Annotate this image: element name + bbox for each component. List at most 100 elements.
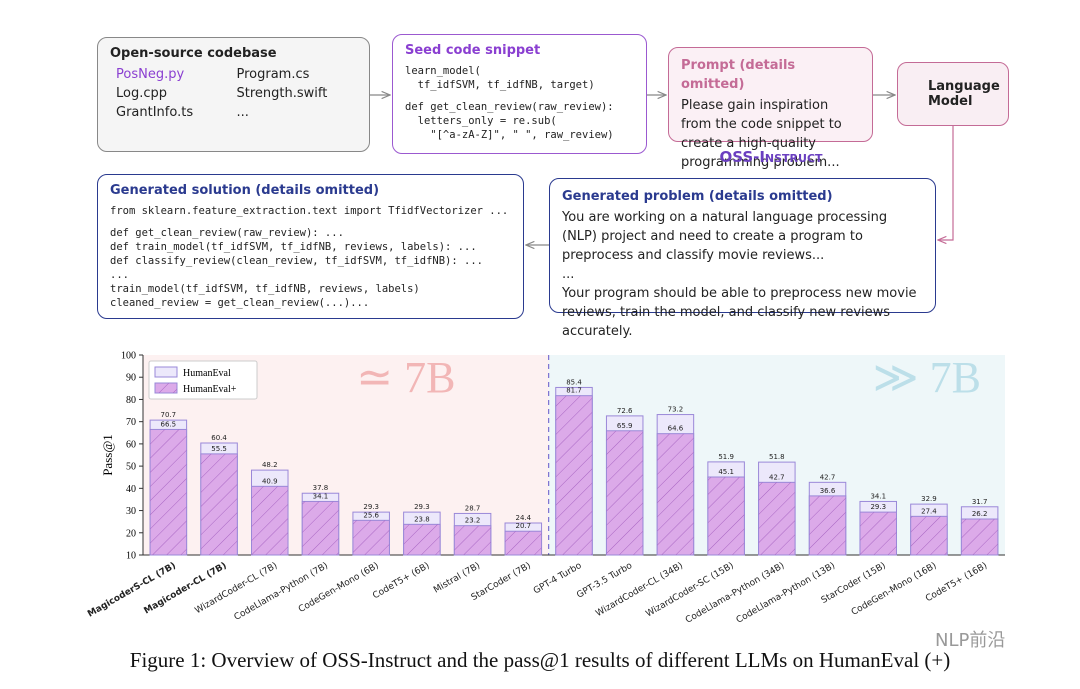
code-line: learn_model( xyxy=(405,65,481,77)
code-block: def get_clean_review(raw_review): ... def… xyxy=(110,226,511,310)
legend-swatch xyxy=(154,366,178,378)
data-label: 26.2 xyxy=(972,510,988,518)
data-label: 34.1 xyxy=(313,492,329,500)
data-label: 25.6 xyxy=(363,511,379,519)
data-label: 42.7 xyxy=(820,473,836,481)
y-tick-label: 90 xyxy=(126,373,136,384)
x-tick-label: Mistral (7B) xyxy=(432,561,482,596)
seed-box: Seed code snippet learn_model( tf_idfSVM,… xyxy=(392,34,647,154)
y-tick-label: 30 xyxy=(126,506,136,517)
data-label: 85.4 xyxy=(566,378,582,386)
file-name: ... xyxy=(236,105,249,120)
data-label: 29.3 xyxy=(414,503,430,511)
paragraph: You are working on a natural language pr… xyxy=(562,210,888,263)
method-name: OSS-Instruct xyxy=(719,148,823,166)
data-label: 29.3 xyxy=(363,503,379,511)
bar-hatch xyxy=(352,520,390,555)
file-name: Strength.swift xyxy=(236,86,328,101)
y-tick-label: 50 xyxy=(126,462,136,473)
data-label: 24.4 xyxy=(515,514,531,522)
box-title: Generated problem (details omitted) xyxy=(562,189,833,204)
prompt-text: Please gain inspiration from the code sn… xyxy=(681,98,842,170)
bar-hatch xyxy=(454,525,491,555)
code-block: from sklearn.feature_extraction.text imp… xyxy=(110,204,511,218)
bar-hatch xyxy=(859,512,897,555)
data-label: 51.8 xyxy=(769,453,785,461)
data-label: 73.2 xyxy=(668,406,684,414)
legend-label: HumanEval+ xyxy=(183,384,237,395)
bar-hatch xyxy=(910,516,948,555)
file-name: GrantInfo.ts xyxy=(116,105,194,120)
bar-hatch xyxy=(251,486,289,555)
data-label: 45.1 xyxy=(718,468,734,476)
arrows xyxy=(370,95,954,245)
data-label: 27.4 xyxy=(921,507,937,515)
data-label: 51.9 xyxy=(718,453,734,461)
model-box: Language Model xyxy=(897,62,1009,126)
code: learn_model( tf_idfSVM, tf_idfNB, target… xyxy=(405,64,634,142)
data-label: 34.1 xyxy=(870,492,886,500)
bar-hatch xyxy=(403,524,441,555)
code-line: train_model(tf_idfSVM, tf_idfNB, reviews… xyxy=(110,283,420,295)
data-label: 23.8 xyxy=(414,515,430,523)
box-title: Open-source codebase xyxy=(110,46,277,61)
code-line: letters_only = re.sub( xyxy=(405,115,557,127)
data-label: 37.8 xyxy=(313,484,329,492)
code-line: cleaned_review = get_clean_review(...)..… xyxy=(110,297,370,309)
caption: Figure 1: Overview of OSS-Instruct and t… xyxy=(129,648,951,672)
code-line: def get_clean_review(raw_review): xyxy=(405,101,614,113)
bar-hatch xyxy=(809,495,846,555)
legend-label: HumanEval xyxy=(183,368,231,379)
codebase-box: Open-source codebase PosNeg.py Program.cs L… xyxy=(97,37,370,152)
bar-hatch xyxy=(758,482,796,555)
data-label: 32.9 xyxy=(921,495,937,503)
x-tick-label: CodeLlama-Python (13B) xyxy=(735,561,837,626)
y-tick-label: 40 xyxy=(126,484,136,495)
code-block: def get_clean_review(raw_review): letter… xyxy=(405,100,634,142)
data-label: 42.7 xyxy=(769,473,785,481)
file-name: Log.cpp xyxy=(116,86,168,101)
bar-hatch xyxy=(200,453,238,555)
y-tick-label: 80 xyxy=(126,395,136,406)
data-label: 65.9 xyxy=(617,422,633,430)
paragraph: Your program should be able to preproces… xyxy=(562,286,917,339)
code-line: ... xyxy=(110,269,129,281)
bar-hatch xyxy=(606,430,643,555)
file-list: PosNeg.py Program.cs Log.cpp Strength.swift… xyxy=(116,67,357,120)
data-label: 36.6 xyxy=(820,487,836,495)
y-tick-label: 70 xyxy=(126,417,136,428)
code-line: def classify_review(clean_review, tf_idf… xyxy=(110,255,483,267)
code-line: def train_model(tf_idfSVM, tf_idfNB, rev… xyxy=(110,241,477,253)
bar-hatch xyxy=(961,519,998,555)
legend: HumanEval HumanEval+ xyxy=(148,360,258,400)
file-name: PosNeg.py xyxy=(116,67,185,82)
box-title: Generated solution (details omitted) xyxy=(110,183,380,198)
y-tick-label: 20 xyxy=(126,528,136,539)
x-tick-label: MagicoderS-CL (7B) xyxy=(86,561,178,620)
data-label: 28.7 xyxy=(465,504,481,512)
y-axis-label: Pass@1 xyxy=(100,434,115,476)
data-label: 64.6 xyxy=(668,425,684,433)
y-tick-label: 10 xyxy=(126,551,136,562)
code-line: "[^a-zA-Z]", " ", raw_review) xyxy=(405,129,614,141)
bar-hatch xyxy=(657,433,694,555)
data-label: 48.2 xyxy=(262,461,278,469)
data-label: 81.7 xyxy=(566,387,582,395)
x-tick-label: CodeT5+ (6B) xyxy=(371,561,431,601)
watermark: NLP前沿 xyxy=(935,630,1006,651)
x-tick-label: CodeLlama-Python (7B) xyxy=(233,561,330,623)
bar-hatch xyxy=(505,531,542,555)
bar-hatch xyxy=(707,477,745,555)
file-name: Program.cs xyxy=(236,67,310,82)
annotation: ≃ 7B xyxy=(356,353,455,402)
x-tick-label: WizardCoder-CL (7B) xyxy=(194,561,280,616)
data-label: 29.3 xyxy=(870,503,886,511)
data-label: 70.7 xyxy=(161,411,177,419)
data-label: 60.4 xyxy=(211,434,227,442)
model-label: Language Model xyxy=(928,79,1000,109)
paragraph: ... xyxy=(562,267,575,282)
code-block: learn_model( tf_idfSVM, tf_idfNB, target… xyxy=(405,64,634,92)
data-label: 23.2 xyxy=(465,517,481,525)
